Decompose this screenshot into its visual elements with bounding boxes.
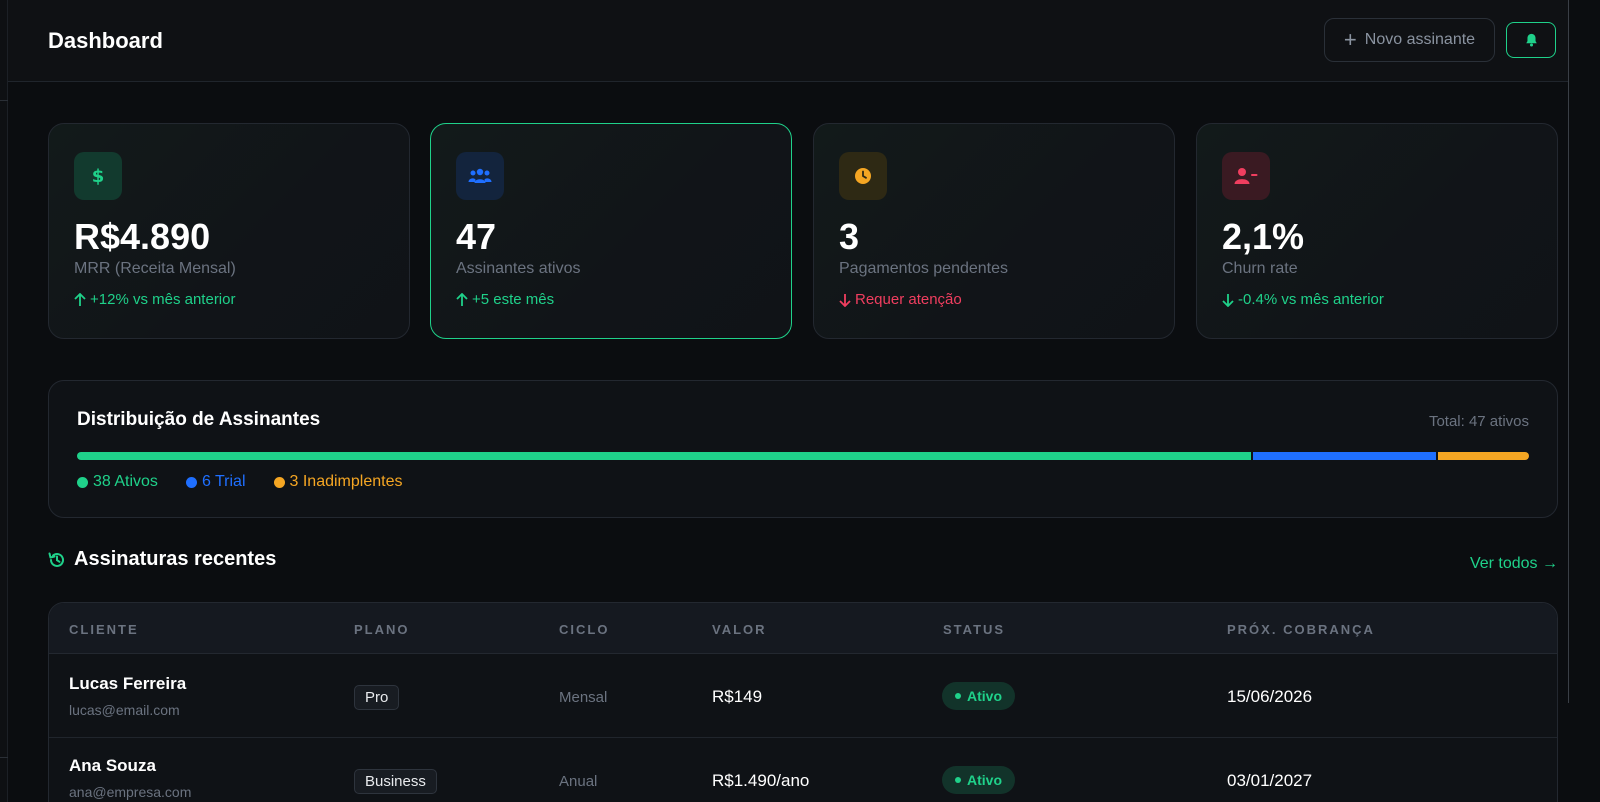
stat-card-active-subscribers: 47 Assinantes ativos +5 este mês (430, 123, 792, 339)
history-icon (48, 552, 64, 567)
stat-icon-bg (1222, 152, 1270, 200)
subscriptions-table: CLIENTE PLANO CICLO VALOR STATUS PRÓX. C… (48, 602, 1558, 802)
stat-trend-text: Requer atenção (855, 291, 962, 308)
stat-label: Churn rate (1222, 260, 1298, 277)
client-name: Ana Souza (69, 756, 156, 775)
top-bar: Dashboard + Novo assinante (8, 0, 1568, 82)
stat-value: 47 (456, 216, 497, 257)
stat-icon-bg: $ (74, 152, 122, 200)
status-cell: Ativo (942, 766, 1015, 794)
legend-label: 6 Trial (201, 473, 246, 490)
stat-label: MRR (Receita Mensal) (74, 260, 236, 277)
new-subscriber-label: Novo assinante (1364, 31, 1476, 48)
column-header-plan[interactable]: PLANO (354, 622, 410, 637)
table-row[interactable]: Ana Souza ana@empresa.com Business Anual… (49, 738, 1557, 802)
stat-trend-text: +12% vs mês anterior (90, 291, 236, 308)
see-all-link[interactable]: Ver todos → (1469, 555, 1558, 572)
stat-card-churn-rate: 2,1% Churn rate -0.4% vs mês anterior (1196, 123, 1558, 339)
client-name: Lucas Ferreira (69, 674, 187, 693)
distribution-title: Distribuição de Assinantes (77, 409, 321, 430)
plus-icon: + (1343, 27, 1357, 52)
table-header: CLIENTE PLANO CICLO VALOR STATUS PRÓX. C… (49, 603, 1557, 654)
legend-label: 3 Inadimplentes (289, 473, 403, 490)
status-badge: Ativo (942, 682, 1015, 710)
plan-badge: Business (354, 769, 437, 794)
bell-icon (1525, 33, 1537, 47)
stat-trend: +12% vs mês anterior (74, 291, 235, 308)
stat-trend-text: +5 este mês (472, 291, 555, 308)
status-badge: Ativo (942, 766, 1015, 794)
legend-item: 6 Trial (185, 473, 246, 491)
column-header-next-charge[interactable]: PRÓX. COBRANÇA (1227, 622, 1375, 637)
distribution-segment (77, 452, 1251, 460)
client-cell: Lucas Ferreira lucas@email.com (69, 674, 186, 718)
cycle-cell: Mensal (559, 689, 608, 706)
recent-subscriptions-title: Assinaturas recentes (74, 548, 277, 570)
plan-cell: Business (354, 769, 437, 794)
page-title: Dashboard (48, 28, 163, 53)
status-cell: Ativo (942, 682, 1015, 710)
stat-card-pending-payments: 3 Pagamentos pendentes Requer atenção (813, 123, 1175, 339)
stat-trend: +5 este mês (456, 291, 554, 308)
client-email: lucas@email.com (69, 702, 180, 718)
cycle-cell: Anual (559, 773, 598, 790)
client-email: ana@empresa.com (69, 784, 192, 800)
arrow-down-icon (839, 293, 851, 307)
distribution-total: Total: 47 ativos (1428, 413, 1529, 430)
stat-value: 3 (839, 216, 860, 257)
distribution-legend: 38 Ativos 6 Trial 3 Inadimplentes (77, 473, 402, 491)
legend-dot (273, 476, 285, 488)
table-row[interactable]: Lucas Ferreira lucas@email.com Pro Mensa… (49, 654, 1557, 738)
legend-item: 38 Ativos (77, 473, 158, 491)
stat-value: 2,1% (1222, 216, 1305, 257)
sidebar-edge (0, 0, 8, 802)
value-cell: R$1.490/ano (712, 771, 810, 790)
notifications-button[interactable] (1506, 22, 1556, 58)
stat-label: Pagamentos pendentes (839, 260, 1009, 277)
stat-icon-bg (456, 152, 504, 200)
column-header-value[interactable]: VALOR (712, 622, 767, 637)
plan-cell: Pro (354, 685, 400, 710)
user-minus-icon (1234, 168, 1258, 184)
distribution-card: Distribuição de Assinantes Total: 47 ati… (48, 380, 1558, 518)
stat-card-mrr: $ R$4.890 MRR (Receita Mensal) +12% vs m… (48, 123, 410, 339)
clock-icon (855, 168, 871, 184)
status-text: Ativo (967, 688, 1002, 704)
distribution-segment (1250, 452, 1437, 460)
arrow-up-icon (74, 292, 86, 306)
users-icon (468, 168, 492, 183)
distribution-segment (1436, 452, 1529, 460)
stat-trend: -0.4% vs mês anterior (1222, 291, 1384, 308)
status-dot (955, 777, 961, 783)
arrow-up-icon (456, 292, 468, 306)
next-charge-cell: 03/01/2027 (1227, 771, 1313, 790)
stat-trend-text: -0.4% vs mês anterior (1238, 291, 1384, 308)
legend-label: 38 Ativos (93, 473, 158, 490)
scrollbar-thumb[interactable] (1568, 0, 1569, 703)
page-scrollbar[interactable] (1568, 0, 1600, 802)
stat-icon-bg (839, 152, 887, 200)
stat-trend: Requer atenção (839, 291, 962, 308)
legend-dot (77, 476, 88, 488)
client-cell: Ana Souza ana@empresa.com (69, 756, 191, 800)
new-subscriber-button[interactable]: + Novo assinante (1324, 18, 1495, 62)
column-header-client[interactable]: CLIENTE (69, 622, 139, 637)
plan-badge: Pro (354, 685, 400, 710)
stat-value: R$4.890 (74, 216, 211, 257)
column-header-status[interactable]: STATUS (943, 622, 1006, 637)
dollar-icon: $ (92, 166, 105, 186)
distribution-bar (77, 452, 1529, 460)
stat-label: Assinantes ativos (456, 260, 581, 277)
svg-text:$: $ (92, 166, 105, 186)
status-text: Ativo (967, 772, 1002, 788)
legend-item: 3 Inadimplentes (273, 473, 403, 491)
recent-subscriptions-header: Assinaturas recentes (48, 548, 276, 571)
value-cell: R$149 (712, 687, 763, 706)
legend-dot (185, 476, 197, 488)
status-dot (955, 693, 961, 699)
next-charge-cell: 15/06/2026 (1227, 687, 1313, 706)
column-header-cycle[interactable]: CICLO (559, 622, 610, 637)
arrow-down-icon (1222, 293, 1234, 307)
